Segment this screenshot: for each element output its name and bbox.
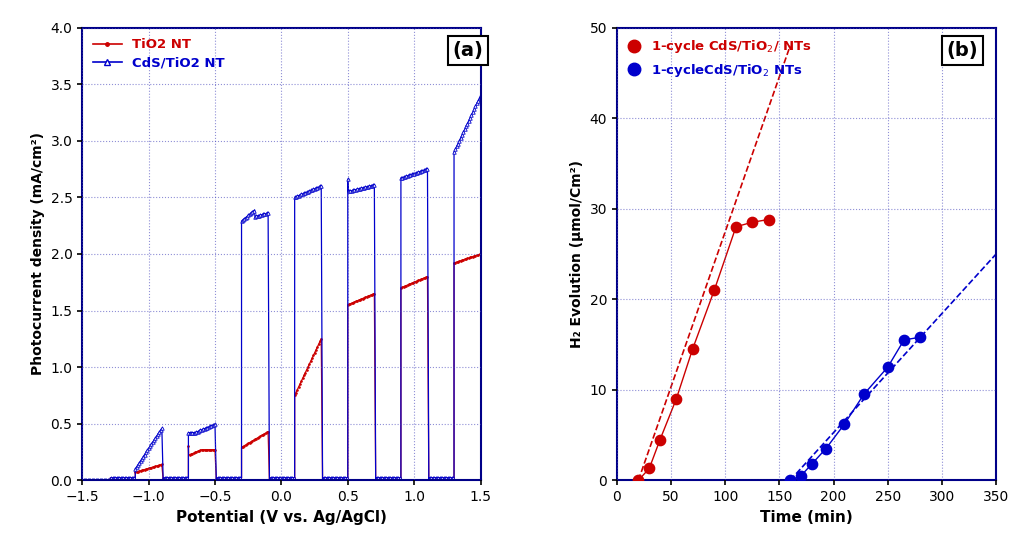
Point — [760, 215, 776, 224]
Point — [912, 333, 928, 342]
Point — [817, 444, 834, 453]
Point — [836, 420, 852, 428]
Point — [707, 286, 723, 295]
Legend: TiO2 NT, CdS/TiO2 NT: TiO2 NT, CdS/TiO2 NT — [88, 34, 229, 73]
Point — [631, 476, 647, 485]
Point — [669, 394, 685, 403]
Point — [804, 459, 821, 468]
Point — [684, 344, 700, 353]
X-axis label: Time (min): Time (min) — [760, 509, 852, 524]
Point — [652, 435, 669, 444]
Y-axis label: Photocurrent density (mA/cm²): Photocurrent density (mA/cm²) — [31, 132, 45, 375]
Point — [879, 363, 896, 371]
Point — [855, 390, 872, 399]
Text: (a): (a) — [453, 41, 484, 60]
Point — [896, 336, 912, 344]
Legend: 1-cycle CdS/TiO$_2$/ NTs, 1-cycleCdS/TiO$_2$ NTs: 1-cycle CdS/TiO$_2$/ NTs, 1-cycleCdS/TiO… — [623, 34, 815, 83]
Point — [641, 464, 657, 473]
Point — [744, 218, 760, 227]
X-axis label: Potential (V vs. Ag/AgCl): Potential (V vs. Ag/AgCl) — [176, 509, 387, 524]
Text: (b): (b) — [947, 41, 979, 60]
Y-axis label: H₂ Evolution (μmol/Cm²): H₂ Evolution (μmol/Cm²) — [570, 160, 583, 348]
Point — [793, 471, 809, 480]
Point — [728, 222, 745, 231]
Point — [782, 476, 798, 485]
